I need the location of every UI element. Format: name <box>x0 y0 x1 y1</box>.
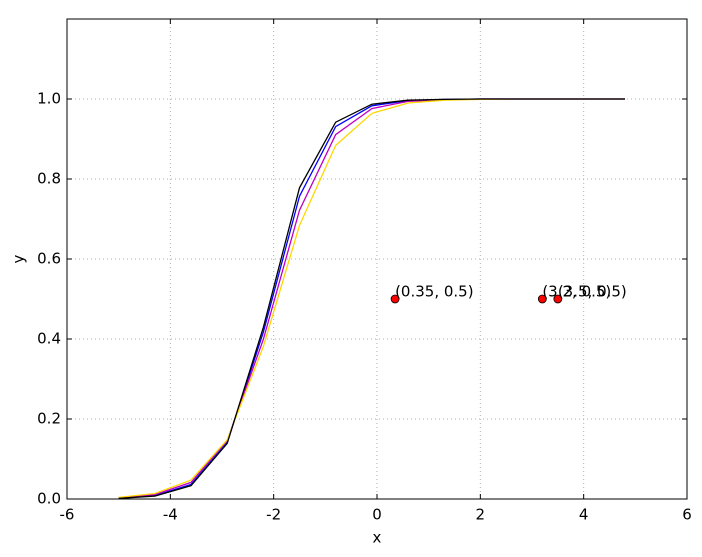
x-tick-label: -2 <box>266 506 281 524</box>
point <box>537 294 547 304</box>
y-tick-label: 0.8 <box>37 170 61 188</box>
point-annotation: (0.35, 0.5) <box>395 283 474 301</box>
point <box>553 294 563 304</box>
x-axis-label: x <box>373 529 382 547</box>
x-tick-label: 0 <box>372 506 382 524</box>
x-tick-label: 4 <box>579 506 589 524</box>
x-tick-label: -4 <box>163 506 178 524</box>
y-axis-label: y <box>10 254 28 263</box>
point <box>390 294 400 304</box>
plot-frame <box>66 18 688 500</box>
y-tick-label: 0.6 <box>37 250 61 268</box>
series-line <box>118 98 625 500</box>
y-tick-label: 0.0 <box>37 490 61 508</box>
y-tick-label: 0.4 <box>37 330 61 348</box>
y-tick-label: 0.2 <box>37 410 61 428</box>
x-tick-label: -6 <box>60 506 75 524</box>
y-tick-label: 1.0 <box>37 90 61 108</box>
point-annotation: (3.5, 0.5) <box>558 283 627 301</box>
x-tick-label: 6 <box>682 506 692 524</box>
x-tick-label: 2 <box>476 506 486 524</box>
